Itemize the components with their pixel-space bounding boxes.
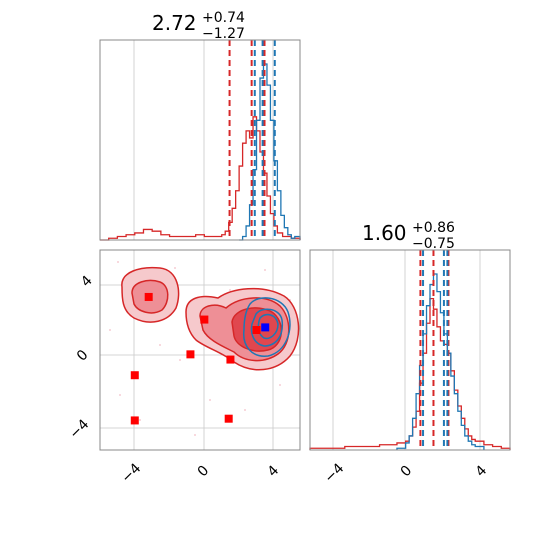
marginal-2-series-red-histogram bbox=[309, 297, 511, 450]
marginal-2-quantile-group bbox=[419, 250, 450, 450]
marginal-1-panel: 2.72 +0.74 −1.27 bbox=[99, 10, 301, 241]
joint-red-marker-5 bbox=[130, 416, 139, 425]
marginal-2-title-minus: −0.75 bbox=[412, 236, 455, 252]
scatter-point bbox=[179, 359, 181, 361]
marginal-1-series-red-histogram bbox=[100, 116, 301, 241]
scatter-point bbox=[159, 344, 161, 346]
joint-red-marker-3 bbox=[226, 355, 235, 364]
joint-ytick-4: 4 bbox=[78, 273, 96, 291]
marginal-2-xtick-4: 4 bbox=[473, 463, 491, 481]
joint-xtick-0: 0 bbox=[195, 463, 213, 481]
marginal-2-series-blue-histogram bbox=[396, 273, 485, 450]
scatter-point bbox=[139, 419, 141, 421]
joint-red-marker-2 bbox=[186, 350, 195, 359]
joint-xtick-neg4: −4 bbox=[118, 460, 144, 486]
marginal-1-title-plus: +0.74 bbox=[202, 10, 245, 26]
marginal-1-frame bbox=[99, 39, 301, 241]
marginal-1-quantile-group bbox=[228, 40, 276, 240]
marginal-2-xtick-0: 0 bbox=[398, 463, 416, 481]
joint-markers-group bbox=[130, 292, 270, 425]
joint-red-marker-1 bbox=[200, 315, 209, 324]
joint-panel: 4 0 −4 −4 0 4 bbox=[66, 249, 301, 486]
marginal-2-title-plus: +0.86 bbox=[412, 220, 455, 236]
scatter-point bbox=[264, 269, 266, 271]
joint-red-marker-0 bbox=[144, 292, 153, 301]
marginal-2-x-tick-labels: −4 0 4 bbox=[321, 460, 490, 486]
scatter-point bbox=[229, 289, 231, 291]
scatter-point bbox=[209, 399, 211, 401]
marginal-1-series-group bbox=[100, 63, 301, 241]
joint-y-tick-labels: 4 0 −4 bbox=[66, 273, 95, 443]
scatter-point bbox=[174, 267, 176, 269]
scatter-point bbox=[279, 384, 281, 386]
joint-red-marker-4 bbox=[130, 371, 139, 380]
joint-blue-contour-inner bbox=[250, 308, 284, 347]
scatter-point bbox=[244, 409, 246, 411]
scatter-point bbox=[119, 394, 121, 396]
joint-xtick-4: 4 bbox=[265, 463, 283, 481]
marginal-2-series-group bbox=[309, 273, 511, 450]
joint-x-tick-labels: −4 0 4 bbox=[118, 460, 282, 486]
joint-blue-contour-outer bbox=[243, 297, 291, 357]
joint-ytick-neg4: −4 bbox=[66, 416, 92, 442]
scatter-point bbox=[194, 434, 196, 436]
joint-ytick-0: 0 bbox=[74, 347, 92, 365]
joint-blue-marker-0 bbox=[261, 323, 270, 332]
marginal-2-panel: 1.60 +0.86 −0.75 −4 0 4 bbox=[309, 220, 511, 486]
marginal-1-title-value: 2.72 bbox=[152, 11, 197, 35]
marginal-2-frame bbox=[309, 249, 511, 451]
marginal-2-title-value: 1.60 bbox=[362, 221, 407, 245]
scatter-point bbox=[109, 329, 111, 331]
joint-red-marker-7 bbox=[252, 326, 261, 334]
scatter-point bbox=[117, 261, 119, 263]
joint-red-marker-6 bbox=[224, 414, 233, 423]
marginal-1-title-minus: −1.27 bbox=[202, 26, 245, 42]
joint-frame bbox=[99, 249, 301, 451]
marginal-2-xtick-neg4: −4 bbox=[321, 460, 347, 486]
marginal-1-series-blue-histogram bbox=[239, 63, 301, 241]
